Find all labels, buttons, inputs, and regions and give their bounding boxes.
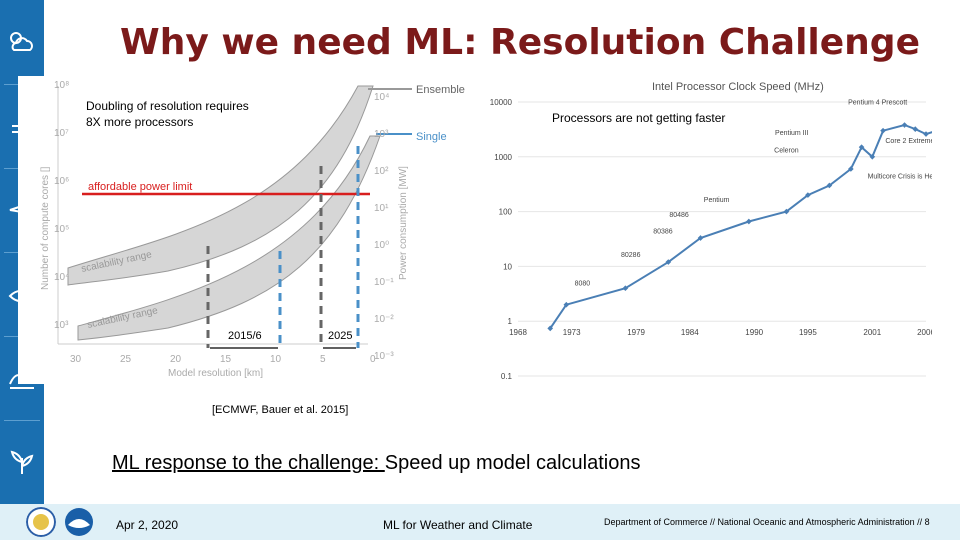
- single-label: Single: [416, 131, 447, 143]
- data-point: [622, 285, 629, 292]
- y-tick-label: 10000: [490, 98, 513, 107]
- y-left-tick-label: 10⁷: [54, 128, 69, 139]
- chart-title: Intel Processor Clock Speed (MHz): [652, 81, 824, 93]
- x-tick-label: 2006: [917, 328, 932, 337]
- x-tick-label: 10: [270, 354, 282, 365]
- data-point: [826, 182, 833, 189]
- y-right-label: Power consumption [MW]: [398, 166, 409, 280]
- x-label: Model resolution [km]: [168, 368, 263, 379]
- footer-title: ML for Weather and Climate: [383, 518, 533, 532]
- y-left-tick-label: 10⁶: [54, 176, 69, 187]
- point-label: 8080: [575, 280, 591, 287]
- annotation-line-1: Doubling of resolution requires: [86, 99, 249, 113]
- doc-seal-logo: [26, 507, 56, 537]
- footer-agency: Department of Commerce // National Ocean…: [604, 517, 930, 527]
- resolution-tick-labels: 30 25 20 15 10 5 0 10⁸ 10⁷ 10⁶ 10⁵ 10⁴ 10³ 10⁴ 10³ 10² 1…: [54, 80, 394, 365]
- chart-y-tick-labels: 10000 1000 100 10 1 0.1: [490, 98, 513, 381]
- sidebar-divider: [4, 420, 40, 421]
- x-tick-label: 2001: [863, 328, 881, 337]
- slide-title: Why we need ML: Resolution Challenge: [120, 22, 920, 63]
- point-label: Multicore Crisis is Here!: [868, 174, 932, 181]
- y-left-tick-label: 10³: [54, 320, 69, 331]
- data-point: [783, 208, 790, 215]
- y-left-tick-label: 10⁵: [54, 224, 69, 235]
- y-tick-label: 100: [499, 208, 513, 217]
- point-label: Celeron: [774, 147, 799, 154]
- y-right-tick-label: 10⁴: [374, 92, 389, 103]
- point-label: Pentium 4 Prescott: [848, 100, 907, 107]
- point-label: 80286: [621, 252, 641, 259]
- point-label: Pentium III: [775, 130, 809, 137]
- footer-date: Apr 2, 2020: [116, 518, 179, 532]
- y-right-tick-label: 10¹: [374, 203, 389, 214]
- sun-cloud-icon: [10, 32, 33, 51]
- x-tick-label: 1973: [563, 328, 581, 337]
- marker-2025-label: 2025: [328, 330, 352, 342]
- y-tick-label: 1000: [494, 153, 512, 162]
- point-label: 80386: [653, 228, 673, 235]
- data-point: [869, 153, 876, 160]
- x-tick-label: 15: [220, 354, 232, 365]
- clock-speed-line: [549, 123, 932, 329]
- y-right-tick-label: 10⁻¹: [374, 277, 394, 288]
- chart-point-labels: 8080 80286 80386 80486 Pentium Celeron Pentium…: [575, 100, 932, 288]
- chart-gridlines: [518, 101, 926, 377]
- noaa-logo: [65, 508, 93, 536]
- x-tick-label: 20: [170, 354, 182, 365]
- y-right-tick-label: 10³: [374, 129, 389, 140]
- response-rest: Speed up model calculations: [384, 452, 641, 474]
- y-right-tick-label: 10²: [374, 166, 389, 177]
- x-tick-label: 0: [370, 354, 376, 365]
- ensemble-label: Ensemble: [416, 84, 465, 96]
- data-point: [923, 131, 929, 137]
- x-tick-label: 1990: [745, 328, 763, 337]
- response-statement: ML response to the challenge: Speed up m…: [112, 452, 641, 475]
- data-point: [848, 166, 854, 172]
- y-left-tick-label: 10⁴: [54, 272, 69, 283]
- y-left-label: Number of compute cores []: [40, 166, 51, 290]
- response-underlined: ML response to the challenge:: [112, 452, 385, 474]
- data-point: [805, 192, 811, 198]
- y-right-tick-label: 10⁻²: [374, 314, 394, 325]
- point-label: Core 2 Extreme: [885, 138, 932, 145]
- annotation-line-2: 8X more processors: [86, 115, 193, 129]
- x-tick-label: 1984: [681, 328, 699, 337]
- y-tick-label: 0.1: [501, 372, 513, 381]
- x-tick-label: 30: [70, 354, 82, 365]
- x-tick-label: 5: [320, 354, 326, 365]
- marker-2015-label: 2015/6: [228, 330, 262, 342]
- y-tick-label: 1: [508, 317, 513, 326]
- plant-icon: [10, 450, 34, 474]
- x-tick-label: 1979: [627, 328, 645, 337]
- x-tick-label: 1968: [509, 328, 527, 337]
- data-point: [880, 127, 886, 134]
- data-point: [547, 325, 554, 332]
- processor-chart: Intel Processor Clock Speed (MHz) Proces…: [490, 81, 932, 381]
- x-tick-label: 25: [120, 354, 132, 365]
- data-point: [665, 259, 672, 265]
- data-point: [746, 218, 752, 225]
- point-label: Pentium: [704, 197, 730, 204]
- data-point: [901, 122, 908, 128]
- resolution-figure: scalability range scalability range affo…: [18, 76, 478, 384]
- upper-scalability-band: [67, 85, 374, 286]
- point-label: 80486: [669, 212, 689, 219]
- footer: Apr 2, 2020 ML for Weather and Climate D…: [0, 504, 960, 540]
- y-right-tick-label: 10⁻³: [374, 351, 394, 362]
- y-left-tick-label: 10⁸: [54, 80, 69, 91]
- x-tick-label: 1995: [799, 328, 817, 337]
- citation: [ECMWF, Bauer et al. 2015]: [212, 404, 349, 416]
- chart-annotation: Processors are not getting faster: [552, 111, 725, 125]
- y-right-tick-label: 10⁰: [374, 240, 389, 251]
- power-limit-label: affordable power limit: [88, 181, 192, 193]
- data-point: [858, 144, 865, 150]
- chart-x-tick-labels: 1968 1973 1979 1984 1990 1995 2001 2006: [509, 328, 932, 337]
- y-tick-label: 10: [503, 262, 512, 271]
